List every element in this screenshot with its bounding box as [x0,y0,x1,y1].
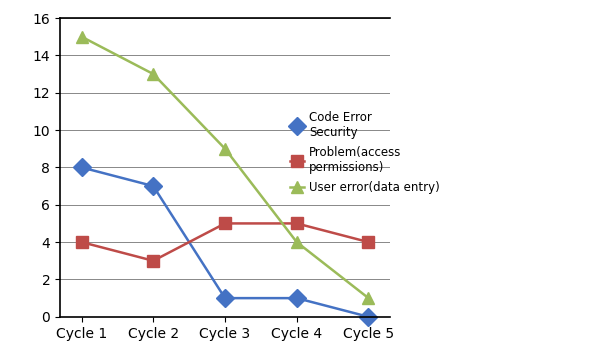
User error(data entry) [78,35,85,39]
Problem(access
permissions) [365,240,372,244]
Code Error
Security [149,184,157,188]
User error(data entry) [293,240,301,244]
Code Error
Security [78,165,85,170]
User error(data entry) [149,72,157,76]
Line: User error(data entry): User error(data entry) [75,31,375,304]
Code Error
Security [365,315,372,319]
Line: Problem(access
permissions): Problem(access permissions) [75,217,375,267]
Problem(access
permissions) [293,221,301,226]
Code Error
Security [221,296,229,300]
User error(data entry) [221,147,229,151]
Problem(access
permissions) [221,221,229,226]
Problem(access
permissions) [78,240,85,244]
Problem(access
permissions) [149,258,157,263]
Line: Code Error
Security: Code Error Security [75,161,375,323]
Legend: Code Error
Security, Problem(access
permissions), User error(data entry): Code Error Security, Problem(access perm… [290,111,440,194]
User error(data entry) [365,296,372,300]
Code Error
Security [293,296,301,300]
